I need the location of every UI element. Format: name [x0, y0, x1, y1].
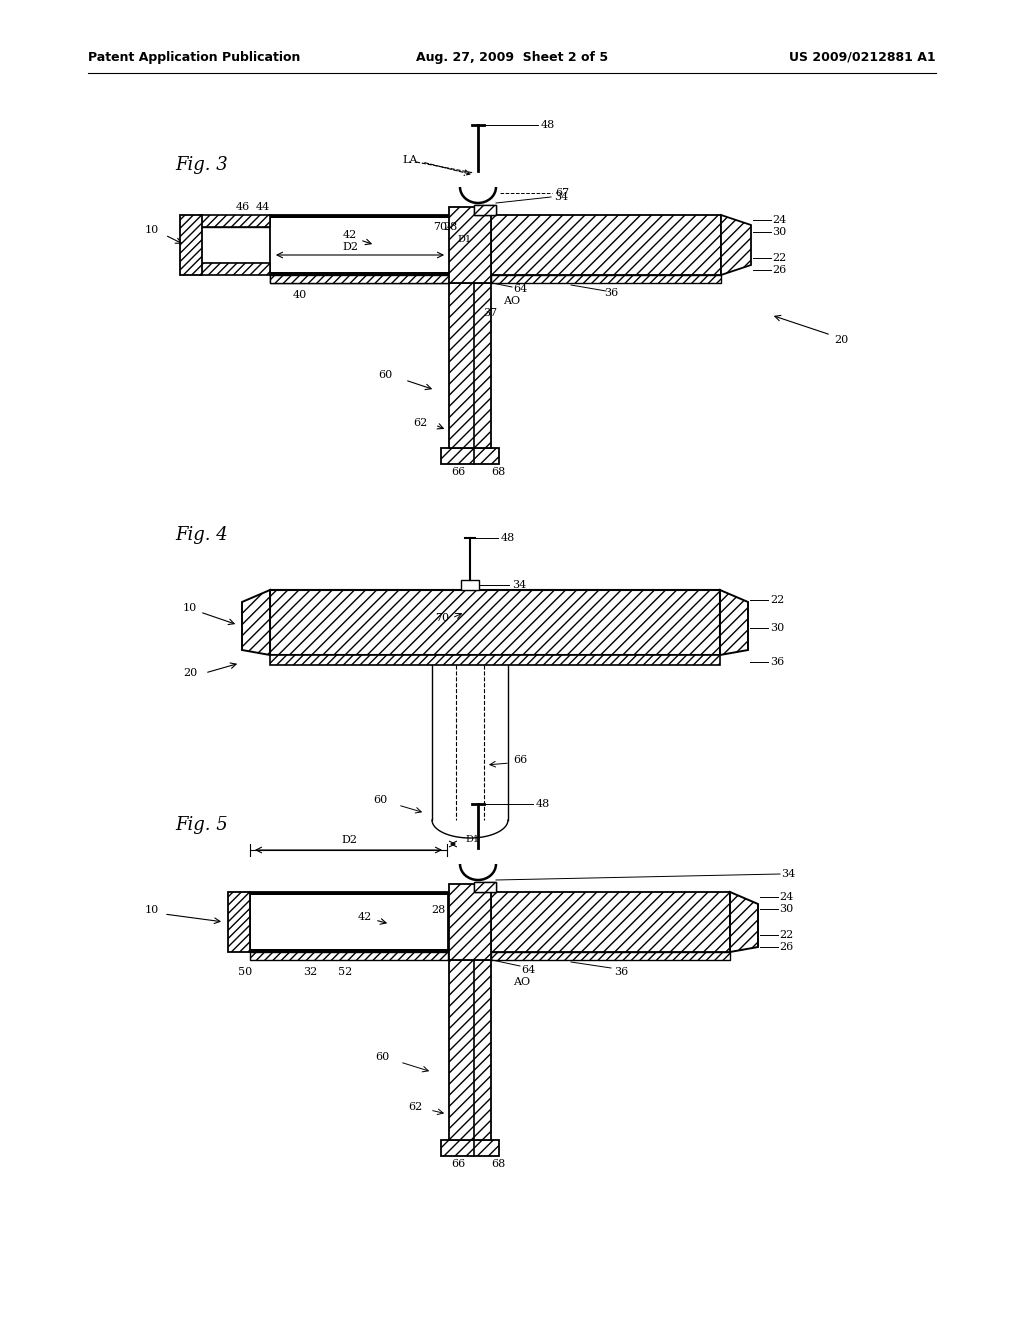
Polygon shape — [721, 215, 751, 275]
Text: AO: AO — [513, 977, 530, 987]
Text: 24: 24 — [779, 892, 794, 902]
Text: Fig. 4: Fig. 4 — [175, 525, 227, 544]
Text: Fig. 5: Fig. 5 — [175, 816, 227, 834]
Bar — [449, 960, 490, 1140]
Text: 52: 52 — [338, 968, 352, 977]
Bar — [474, 205, 496, 215]
Text: 36: 36 — [613, 968, 628, 977]
Text: 28: 28 — [442, 222, 457, 232]
Bar — [461, 579, 479, 590]
Text: 64: 64 — [521, 965, 536, 975]
Text: 48: 48 — [501, 533, 515, 543]
Text: 28: 28 — [431, 906, 445, 915]
Polygon shape — [242, 590, 270, 655]
Text: 62: 62 — [413, 418, 427, 428]
Bar — [250, 949, 449, 952]
Text: 37: 37 — [483, 308, 497, 318]
Text: 68: 68 — [490, 1159, 505, 1170]
Bar — [200, 263, 270, 275]
Text: 22: 22 — [772, 253, 786, 263]
Text: Aug. 27, 2009  Sheet 2 of 5: Aug. 27, 2009 Sheet 2 of 5 — [416, 50, 608, 63]
Text: 44: 44 — [256, 202, 270, 213]
Bar — [490, 952, 730, 960]
Text: 26: 26 — [779, 942, 794, 952]
Text: 48: 48 — [536, 799, 550, 809]
Text: 62: 62 — [408, 1102, 422, 1111]
Text: 10: 10 — [183, 603, 198, 612]
Text: D2: D2 — [342, 242, 358, 252]
Polygon shape — [730, 892, 758, 952]
Text: 30: 30 — [772, 227, 786, 238]
Bar — [474, 882, 496, 892]
Bar — [490, 215, 721, 275]
Text: 30: 30 — [770, 623, 784, 634]
Text: 10: 10 — [144, 224, 159, 235]
Bar — [474, 882, 496, 892]
Bar — [449, 884, 490, 960]
Text: 70: 70 — [435, 612, 450, 623]
Text: 66: 66 — [451, 467, 465, 477]
Text: 67: 67 — [555, 187, 569, 198]
Text: US 2009/0212881 A1: US 2009/0212881 A1 — [790, 50, 936, 63]
Bar — [180, 215, 202, 275]
Bar — [270, 275, 455, 282]
Text: 66: 66 — [451, 1159, 465, 1170]
Text: 42: 42 — [357, 912, 372, 921]
Polygon shape — [720, 590, 748, 655]
Text: D2: D2 — [341, 836, 357, 845]
Text: 66: 66 — [513, 755, 527, 766]
Text: 42: 42 — [343, 230, 357, 240]
Bar — [490, 892, 730, 952]
Bar — [200, 215, 270, 227]
Text: 20: 20 — [183, 668, 198, 678]
Bar — [441, 447, 499, 465]
Text: 34: 34 — [554, 191, 568, 202]
Text: Patent Application Publication: Patent Application Publication — [88, 50, 300, 63]
Text: 40: 40 — [293, 290, 307, 300]
Bar — [449, 207, 490, 282]
Text: 36: 36 — [770, 657, 784, 667]
Text: 60: 60 — [378, 370, 392, 380]
Bar — [250, 952, 449, 960]
Bar — [270, 655, 720, 665]
Bar — [200, 227, 270, 263]
Text: 34: 34 — [512, 579, 526, 590]
Text: 48: 48 — [541, 120, 555, 129]
Bar — [474, 205, 496, 215]
Text: 70: 70 — [433, 222, 447, 232]
Text: 32: 32 — [303, 968, 317, 977]
Bar — [228, 892, 250, 952]
Bar — [250, 892, 449, 952]
Text: Fig. 3: Fig. 3 — [175, 156, 227, 174]
Bar — [270, 272, 455, 275]
Bar — [270, 275, 455, 282]
Text: 20: 20 — [834, 335, 848, 345]
Text: AO: AO — [504, 296, 520, 306]
Text: 26: 26 — [772, 265, 786, 275]
Bar — [449, 282, 490, 447]
Text: 60: 60 — [375, 1052, 389, 1063]
Text: 24: 24 — [772, 215, 786, 224]
Bar — [270, 590, 720, 655]
Text: 46: 46 — [236, 202, 250, 213]
Bar — [250, 892, 449, 895]
Bar — [490, 275, 721, 282]
Text: 36: 36 — [604, 288, 618, 298]
Text: 10: 10 — [144, 906, 159, 915]
Text: 22: 22 — [779, 931, 794, 940]
Text: 22: 22 — [770, 595, 784, 605]
Bar — [270, 215, 455, 218]
Text: 60: 60 — [373, 795, 387, 805]
Text: 34: 34 — [781, 869, 795, 879]
Text: 50: 50 — [238, 968, 252, 977]
Text: D1: D1 — [457, 235, 471, 244]
Text: 30: 30 — [779, 904, 794, 913]
Text: LA: LA — [402, 154, 418, 165]
Text: 64: 64 — [513, 284, 527, 294]
Text: D1: D1 — [465, 836, 479, 845]
Bar — [441, 1140, 499, 1156]
Text: 68: 68 — [490, 467, 505, 477]
Bar — [270, 215, 455, 275]
